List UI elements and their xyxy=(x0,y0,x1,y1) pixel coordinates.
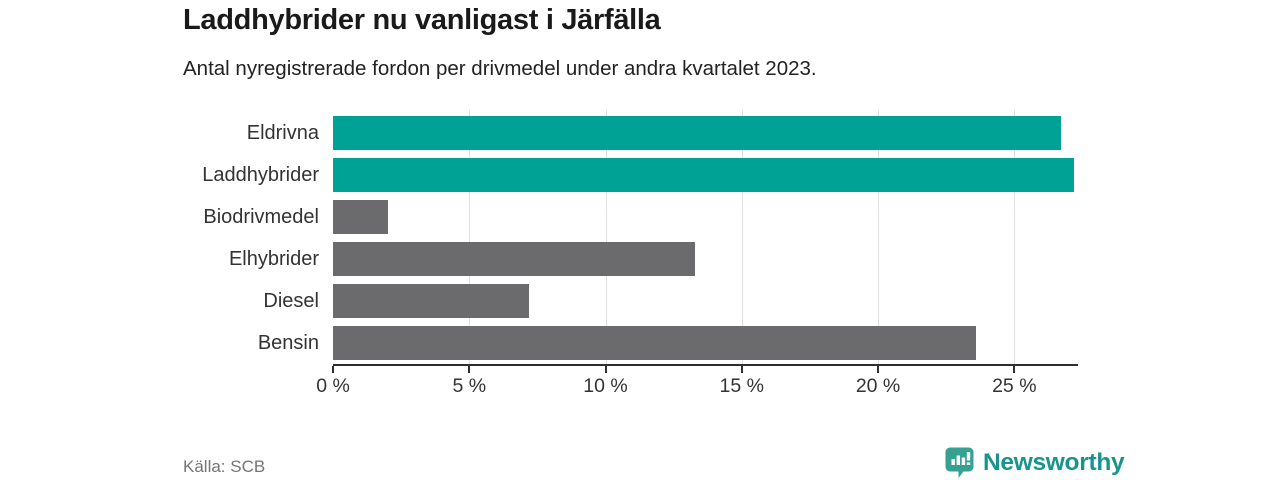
chart-subtitle: Antal nyregistrerade fordon per drivmede… xyxy=(183,57,817,80)
bar-diesel xyxy=(333,284,530,318)
bar-biodrivmedel xyxy=(333,200,388,234)
bar-eldrivna xyxy=(333,116,1061,150)
tick-mark-10 xyxy=(604,366,607,373)
category-label-laddhybrider: Laddhybrider xyxy=(202,164,319,186)
x-axis-line xyxy=(333,364,1078,366)
newsworthy-logo-icon xyxy=(945,447,974,478)
bar-bensin xyxy=(333,326,977,360)
category-axis-labels: Eldrivna Laddhybrider Biodrivmedel Elhybrid… xyxy=(0,112,319,364)
x-axis-ticks: 0 % 5 % 10 % 15 % 20 % 25 % xyxy=(316,364,1077,406)
gridline-15 xyxy=(741,110,743,364)
bar-laddhybrider xyxy=(333,158,1075,192)
tick-label-0: 0 % xyxy=(316,375,350,397)
category-label-elhybrider: Elhybrider xyxy=(228,248,319,270)
tick-label-10: 10 % xyxy=(583,375,628,397)
tick-mark-20 xyxy=(877,366,880,373)
category-label-biodrivmedel: Biodrivmedel xyxy=(203,206,319,228)
plot-area xyxy=(333,110,1077,364)
gridline-5 xyxy=(469,110,471,364)
newsworthy-logo: Newsworthy xyxy=(944,446,1125,479)
category-label-eldrivna: Eldrivna xyxy=(246,122,319,144)
tick-label-5: 5 % xyxy=(452,375,487,397)
bar-elhybrider xyxy=(333,242,696,276)
category-label-bensin: Bensin xyxy=(257,332,319,354)
category-label-diesel: Diesel xyxy=(263,290,319,312)
tick-mark-5 xyxy=(468,366,471,373)
tick-mark-15 xyxy=(740,366,743,373)
tick-label-15: 15 % xyxy=(719,375,765,397)
gridline-25 xyxy=(1014,110,1016,364)
chart-title: Laddhybrider nu vanligast i Järfälla xyxy=(183,4,661,36)
newsworthy-logo-text: Newsworthy xyxy=(983,448,1125,476)
tick-label-25: 25 % xyxy=(992,375,1037,397)
tick-label-20: 20 % xyxy=(855,375,901,397)
tick-mark-25 xyxy=(1013,366,1016,373)
tick-mark-0 xyxy=(332,366,334,373)
source-note: Källa: SCB xyxy=(183,457,266,476)
gridline-10 xyxy=(605,110,607,364)
gridline-20 xyxy=(878,110,880,364)
